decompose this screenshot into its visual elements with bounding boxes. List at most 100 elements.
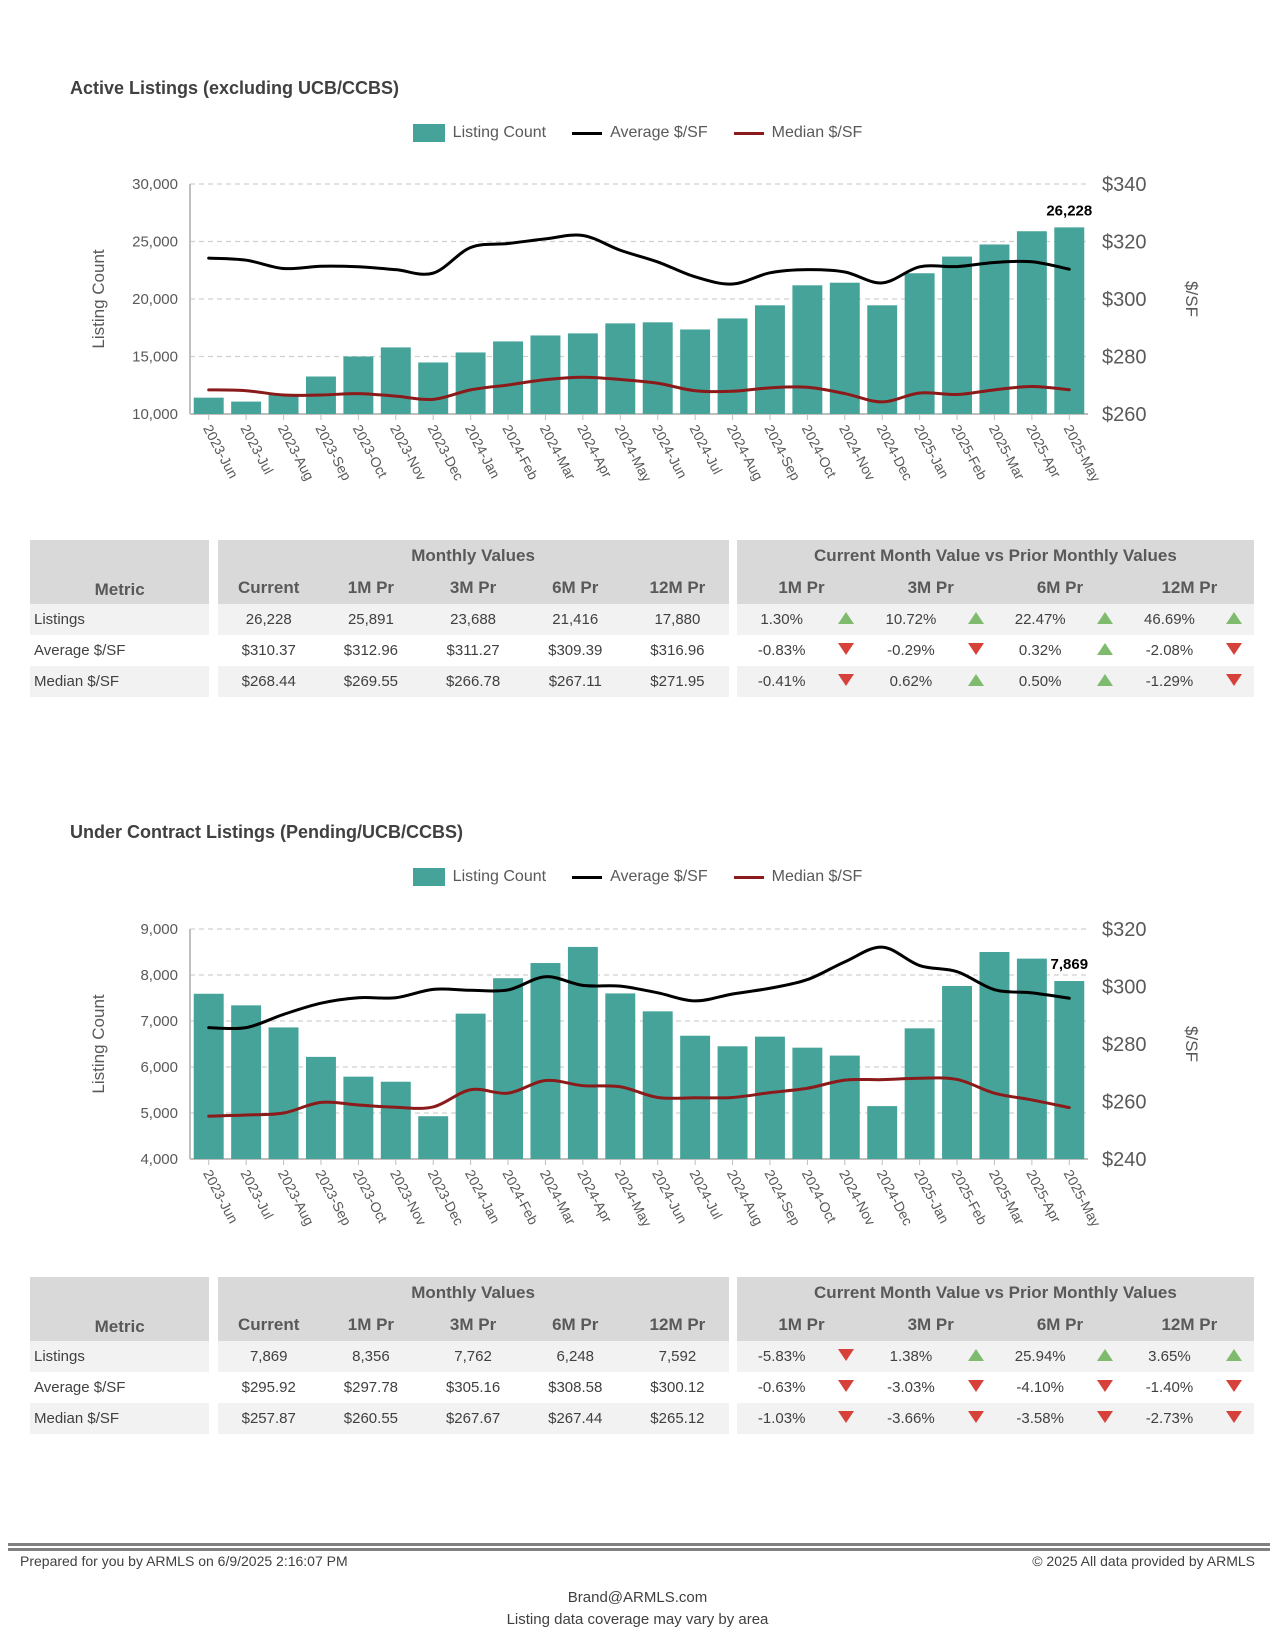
line-median-sf: [207, 375, 1071, 404]
bar-2023-Dec: [418, 362, 449, 414]
line-average-sf: [207, 233, 1071, 286]
trend-cell: [826, 666, 867, 697]
column-gap: [209, 1403, 218, 1434]
triangle-up-icon: [967, 612, 984, 624]
bar-2023-Jun: [193, 397, 224, 414]
triangle-down-icon: [967, 1380, 984, 1392]
x-tick-label: 2025-Mar: [986, 422, 1028, 483]
x-tick-label: 2023-Dec: [425, 1167, 468, 1228]
triangle-down-icon: [838, 674, 855, 686]
x-tick-label: 2024-Dec: [874, 1167, 917, 1228]
active-listings-chart: 10,000 15,000 20,000 25,000 30,000 $260 $280 $3…: [89, 174, 1201, 484]
legend-item-listing-count: Listing Count: [412, 124, 547, 142]
bar-2024-Sep: [754, 1036, 785, 1159]
change-pct: 0.32%: [995, 635, 1086, 666]
change-pct: -5.83%: [736, 1341, 827, 1372]
bar-2025-Apr: [1016, 958, 1047, 1159]
column-header: 1M Pr: [319, 1309, 422, 1341]
change-pct: -1.29%: [1124, 666, 1215, 697]
legend-label: Median $/SF: [771, 124, 863, 141]
y-tick-label: 30,000: [132, 176, 178, 193]
contact-email: Brand@ARMLS.com: [567, 1589, 708, 1606]
metric-name: Average $/SF: [30, 1372, 210, 1403]
legend-swatch-line: [572, 875, 603, 879]
metric-name: Listings: [30, 1341, 210, 1372]
triangle-down-icon: [838, 1411, 855, 1423]
bar-2024-Jun: [642, 1011, 673, 1159]
compare-column-header: 6M Pr: [995, 572, 1125, 604]
value-cell: 6,248: [524, 1341, 627, 1372]
y-tick-label: 6,000: [140, 1059, 178, 1076]
trend-cell: [1214, 635, 1254, 666]
triangle-down-icon: [967, 1411, 984, 1423]
active-listings-table: Metric Monthly Values Current Month Value …: [30, 540, 1254, 697]
bar-2023-Aug: [268, 1027, 299, 1159]
change-pct: 46.69%: [1124, 604, 1215, 635]
legend-swatch-bar: [412, 124, 445, 142]
bar-2024-Feb: [493, 978, 524, 1159]
metric-header: Metric: [30, 540, 210, 604]
triangle-down-icon: [1096, 1380, 1113, 1392]
column-gap: [209, 540, 218, 604]
value-cell: 8,356: [319, 1341, 422, 1372]
x-tick-label: 2023-Aug: [275, 422, 318, 483]
bar-2023-Jun: [193, 993, 224, 1159]
compare-column-header: 1M Pr: [736, 1309, 867, 1341]
x-tick-label: 2023-Jul: [237, 422, 276, 477]
triangle-down-icon: [838, 1380, 855, 1392]
y-tick-label: 7,000: [140, 1013, 178, 1030]
table-row: Median $/SF $257.87 $260.55 $267.67 $267.44 $…: [30, 1403, 1254, 1434]
x-tick-label: 2024-Feb: [499, 422, 541, 483]
value-cell: $266.78: [421, 666, 525, 697]
bar-2023-Oct: [343, 1076, 374, 1159]
trend-cell: [1085, 1372, 1125, 1403]
value-cell: $260.55: [319, 1403, 422, 1434]
legend-item-average: Average $/SF: [572, 124, 708, 142]
y2-tick-label: $260: [1102, 1092, 1147, 1114]
column-gap: [728, 1372, 737, 1403]
bar-2024-May: [605, 323, 636, 414]
value-cell: $311.27: [421, 635, 525, 666]
x-tick-label: 2024-Nov: [836, 422, 879, 483]
value-cell: $309.39: [524, 635, 627, 666]
y-axis-title: Listing Count: [89, 249, 108, 349]
bar-2024-Dec: [867, 305, 898, 414]
value-cell: $300.12: [626, 1372, 729, 1403]
bar-2025-Feb: [942, 256, 973, 414]
bar-2024-Dec: [867, 1106, 898, 1159]
legend-label: Average $/SF: [610, 868, 708, 885]
value-cell: 7,762: [421, 1341, 525, 1372]
x-tick-label: 2025-Feb: [948, 1167, 990, 1228]
column-gap: [209, 1341, 218, 1372]
column-header: Current: [217, 572, 320, 604]
value-cell: $305.16: [421, 1372, 525, 1403]
bar-2025-Feb: [942, 985, 973, 1159]
bar-2025-Jan: [904, 1028, 935, 1159]
value-cell: $265.12: [626, 1403, 729, 1434]
legend-label: Listing Count: [452, 124, 547, 141]
y-tick-label: 10,000: [132, 406, 178, 423]
table-row: Average $/SF $310.37 $312.96 $311.27 $309.39…: [30, 635, 1254, 666]
compare-column-header: 6M Pr: [995, 1309, 1125, 1341]
metric-name: Average $/SF: [30, 635, 210, 666]
triangle-down-icon: [1226, 1380, 1243, 1392]
change-pct: 0.50%: [995, 666, 1086, 697]
x-tick-label: 2024-Jul: [686, 422, 725, 477]
bar-2024-Jun: [642, 322, 673, 414]
x-tick-label: 2023-Sep: [312, 1167, 355, 1228]
table-row: Listings 7,869 8,356 7,762 6,248 7,592 -5.83% 1…: [30, 1341, 1254, 1372]
change-pct: -4.10%: [995, 1372, 1086, 1403]
triangle-up-icon: [838, 612, 855, 624]
trend-cell: [826, 1372, 867, 1403]
column-gap: [728, 1403, 737, 1434]
triangle-up-icon: [1226, 1349, 1243, 1361]
legend-item-median: Median $/SF: [733, 868, 862, 886]
change-pct: 3.65%: [1124, 1341, 1215, 1372]
legend-item-average: Average $/SF: [572, 868, 708, 886]
compare-column-header: 12M Pr: [1124, 1309, 1254, 1341]
bar-2024-May: [605, 993, 636, 1159]
x-tick-label: 2023-Oct: [350, 422, 391, 480]
x-tick-label: 2025-Mar: [986, 1167, 1028, 1228]
trend-cell: [955, 635, 996, 666]
x-tick-label: 2024-Jun: [649, 422, 691, 481]
